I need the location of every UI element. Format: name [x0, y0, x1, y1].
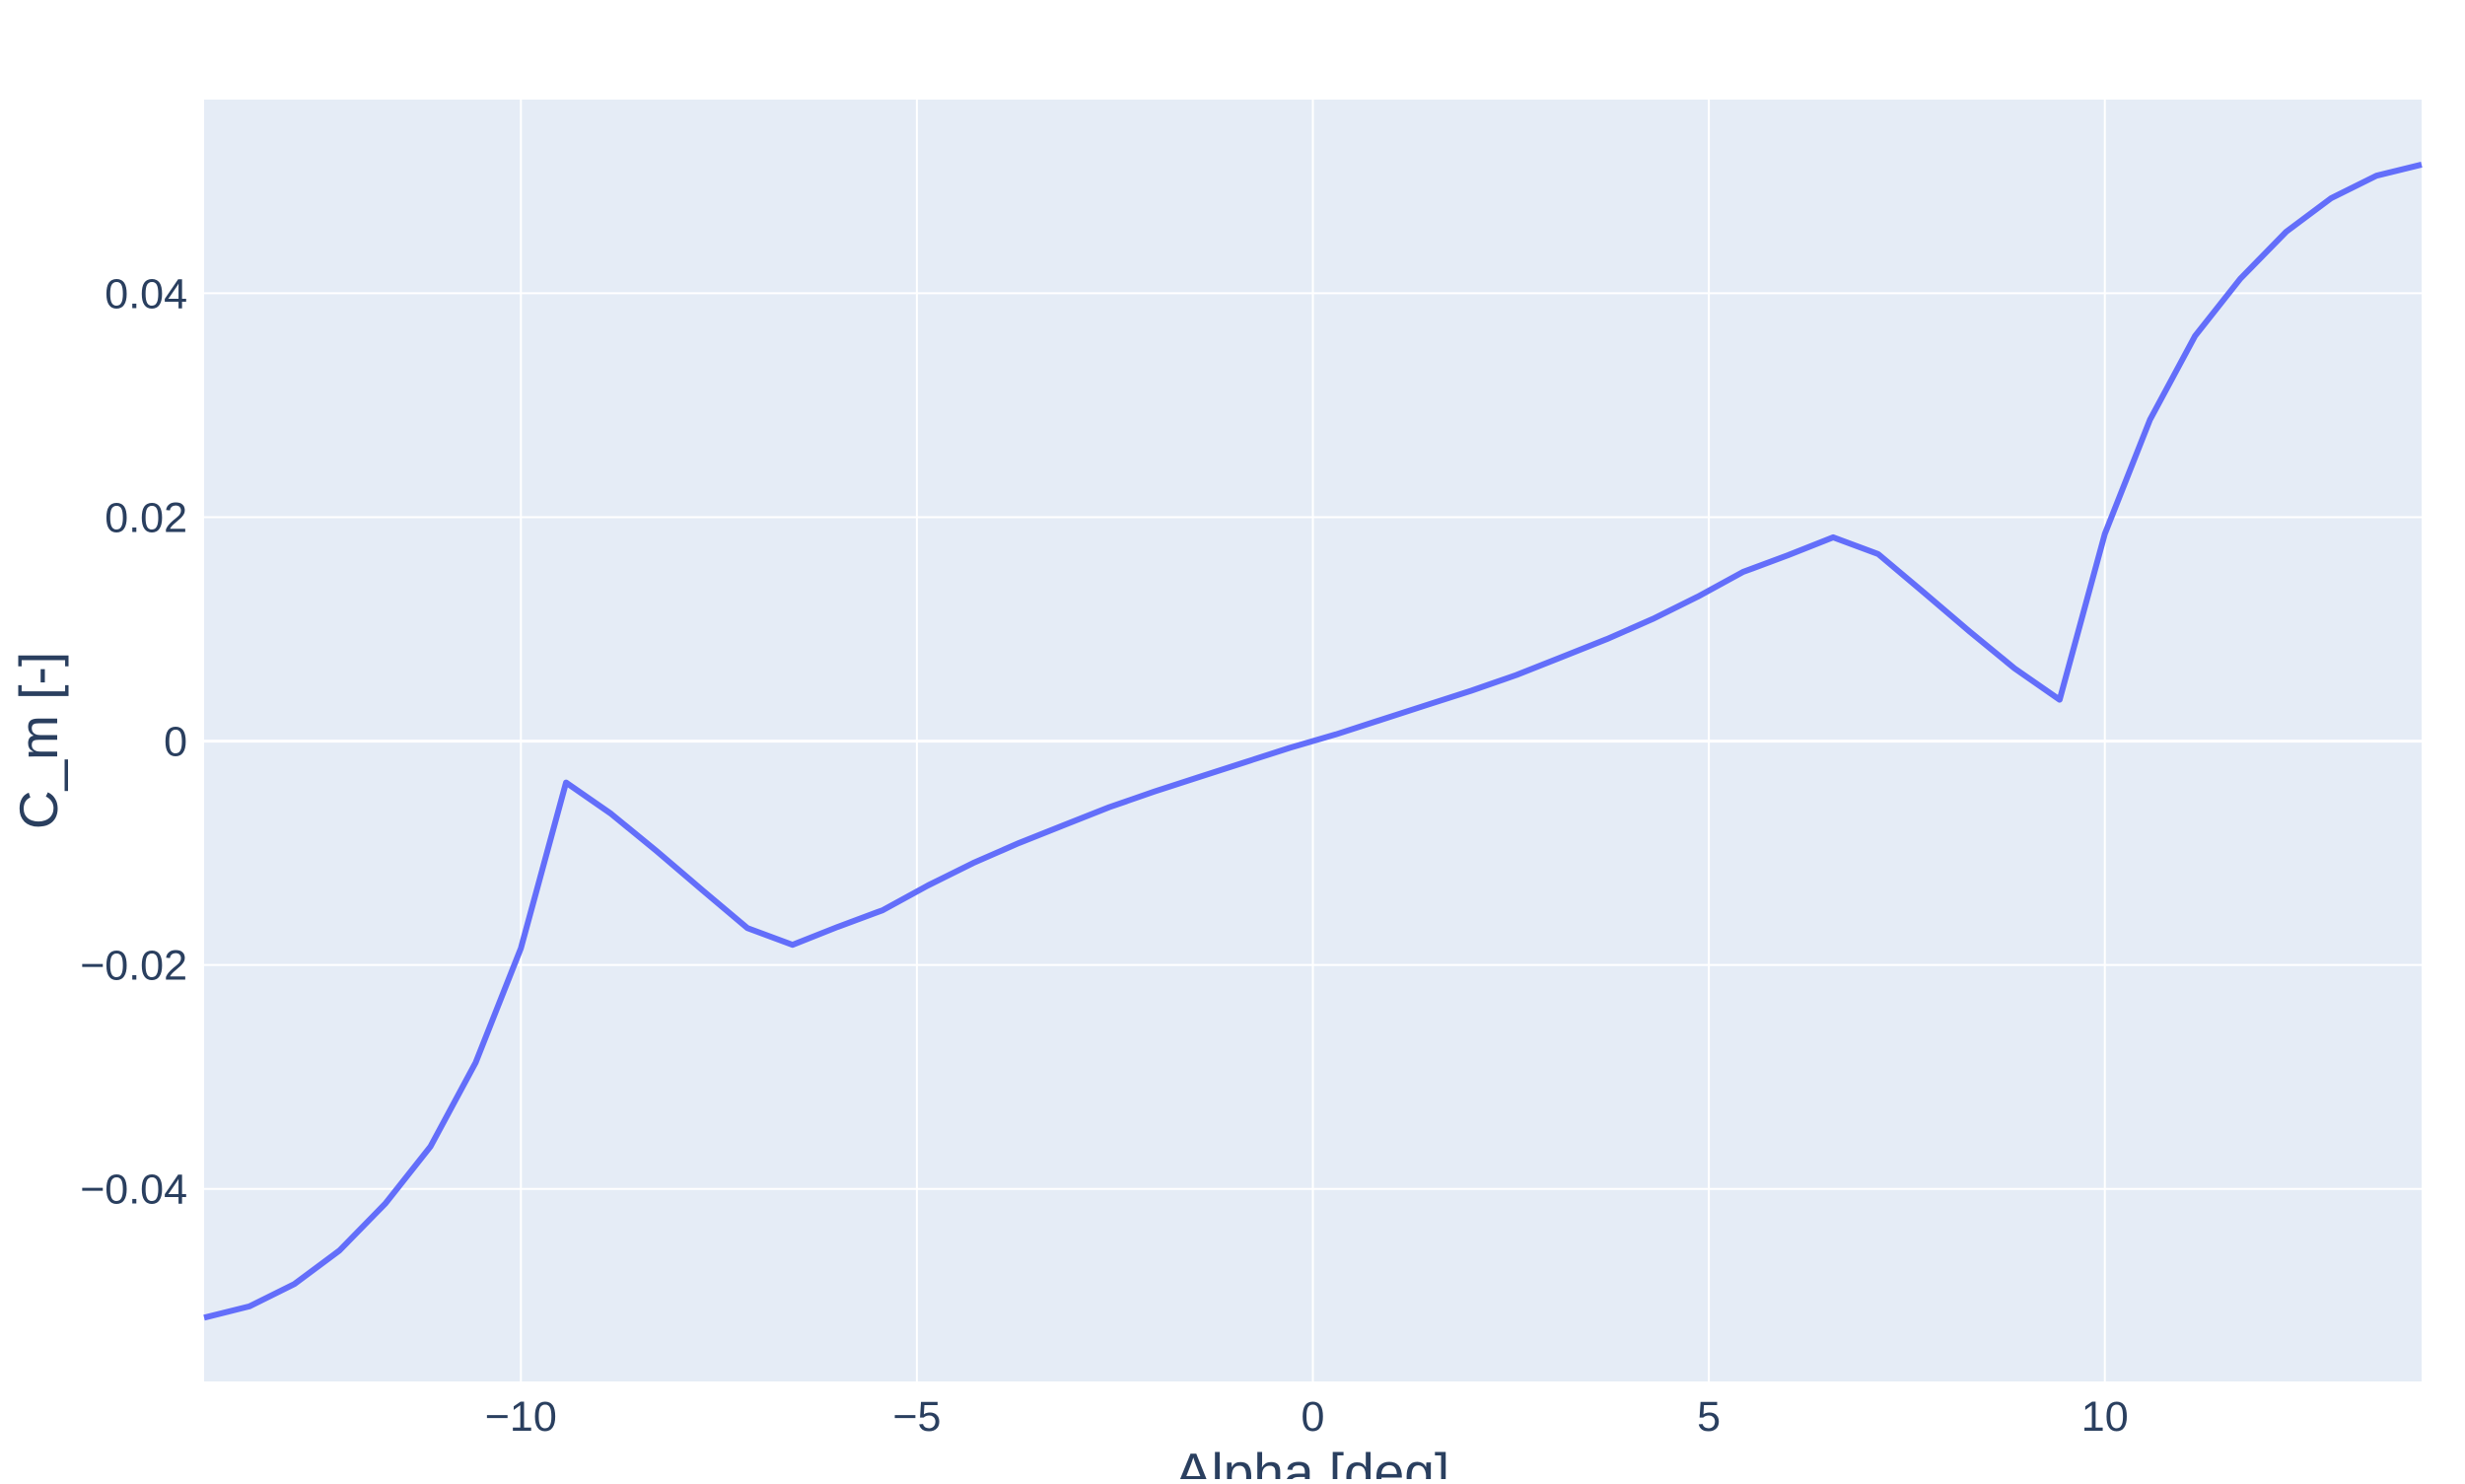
- y-tick-label: −0.02: [80, 943, 187, 990]
- x-axis-title: Alpha [deg]: [1175, 1442, 1449, 1479]
- x-tick-label: 10: [2081, 1393, 2129, 1441]
- x-tick-label: −10: [485, 1393, 557, 1441]
- x-tick-label: −5: [892, 1393, 941, 1441]
- series-line: [203, 161, 2423, 1321]
- x-axis-ticks: −10 −5 0 5 10: [485, 1393, 2129, 1441]
- y-tick-label: 0.02: [105, 494, 187, 541]
- y-tick-label: −0.04: [80, 1166, 187, 1214]
- y-axis-ticks: −0.04 −0.02 0 0.02 0.04: [80, 270, 187, 1213]
- y-tick-label: 0.04: [105, 270, 187, 318]
- y-tick-label: 0: [164, 719, 187, 766]
- y-axis-title: C_m [-]: [8, 652, 69, 829]
- series-layer: [203, 161, 2423, 1321]
- x-tick-label: 0: [1302, 1393, 1325, 1441]
- x-tick-label: 5: [1697, 1393, 1721, 1441]
